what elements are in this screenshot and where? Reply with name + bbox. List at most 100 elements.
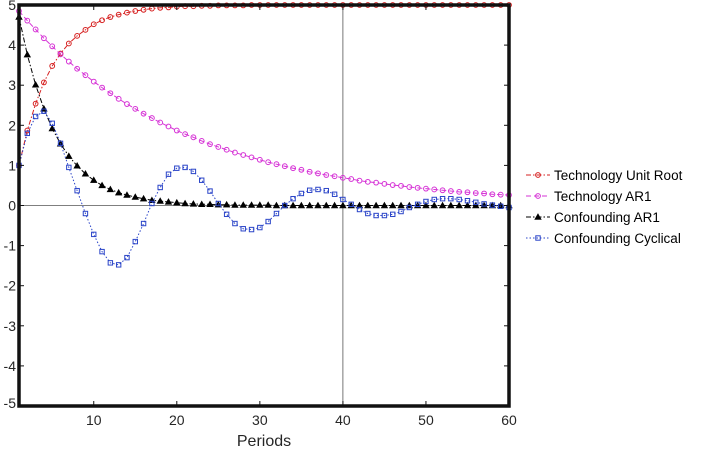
x-tick-label: 60 [501,412,517,428]
data-point [414,201,421,207]
data-point [181,199,189,207]
data-point [406,184,413,190]
data-point [165,123,172,130]
data-point [439,195,446,202]
data-point [65,152,73,159]
data-point [240,152,247,158]
data-point [74,65,81,72]
data-point [165,171,172,177]
x-tick-label: 20 [169,412,185,428]
data-point [115,95,122,102]
legend-item: Technology Unit Root [526,168,683,183]
data-point [423,198,429,205]
data-point [330,201,339,209]
data-point [106,185,115,193]
data-point [32,100,39,107]
data-point [455,201,463,209]
y-tick-label: 1 [8,157,16,173]
series-technology-ar1 [16,8,512,198]
data-point [139,194,148,202]
data-point [447,188,454,194]
data-point [256,201,264,208]
legend-marker [534,213,542,220]
data-point [456,188,463,195]
data-point [32,113,39,120]
data-point [23,50,32,58]
data-point [41,35,47,42]
data-point [24,127,31,134]
legend-label: Confounding Cyclical [554,231,681,246]
data-point [390,211,396,218]
data-point [356,206,363,213]
data-point [264,201,272,208]
data-point [281,163,288,170]
data-point [472,201,480,209]
data-point [173,127,180,134]
data-point [182,131,189,138]
data-point [240,226,246,232]
data-point [107,260,114,266]
data-point [497,191,504,198]
data-point [156,197,164,204]
y-tick-label: 2 [8,117,16,133]
data-point [31,80,40,88]
data-point [41,79,47,86]
data-point [247,201,256,208]
data-point [423,185,429,192]
data-point [355,201,364,209]
data-point [373,179,380,186]
data-point [456,196,462,203]
data-point [397,201,405,209]
data-point [447,201,455,209]
y-tick-label: -2 [4,278,17,294]
data-point [198,138,205,144]
legend-marker [535,172,541,178]
data-point [439,187,446,194]
data-point [215,144,222,150]
y-tick-label: -4 [4,358,17,374]
series-confounding-cyclical [16,108,512,268]
data-point [173,198,181,206]
data-point [98,181,106,189]
data-point [82,210,89,217]
data-point [322,201,331,209]
data-point [365,210,371,217]
data-point [123,191,131,198]
data-point [381,180,388,187]
data-point [190,168,197,175]
data-point [298,166,305,173]
data-point [356,177,363,184]
data-point [107,90,114,97]
data-point [473,199,479,205]
data-point [464,189,471,196]
data-point [66,164,72,171]
data-point [364,201,372,209]
legend-item: Technology AR1 [526,189,652,204]
data-point [24,130,31,137]
data-point [323,187,329,194]
data-point [132,238,138,245]
y-tick-label: -5 [4,395,17,411]
data-point [99,248,105,255]
data-point [82,72,89,79]
data-point [32,26,39,33]
legend-item: Confounding Cyclical [526,231,681,246]
data-point [24,17,31,24]
data-point [124,101,130,107]
data-point [81,170,90,177]
data-point [463,201,472,209]
data-point [99,17,105,24]
data-point [114,188,123,196]
data-point [339,174,346,181]
data-point [373,212,379,219]
data-point [306,187,313,193]
data-point [496,201,505,209]
data-point [389,201,397,209]
data-point [223,146,230,153]
data-point [190,134,197,141]
data-point [438,201,447,209]
data-point [74,32,81,39]
data-point [372,201,380,209]
data-point [49,43,56,50]
data-point [306,168,313,175]
